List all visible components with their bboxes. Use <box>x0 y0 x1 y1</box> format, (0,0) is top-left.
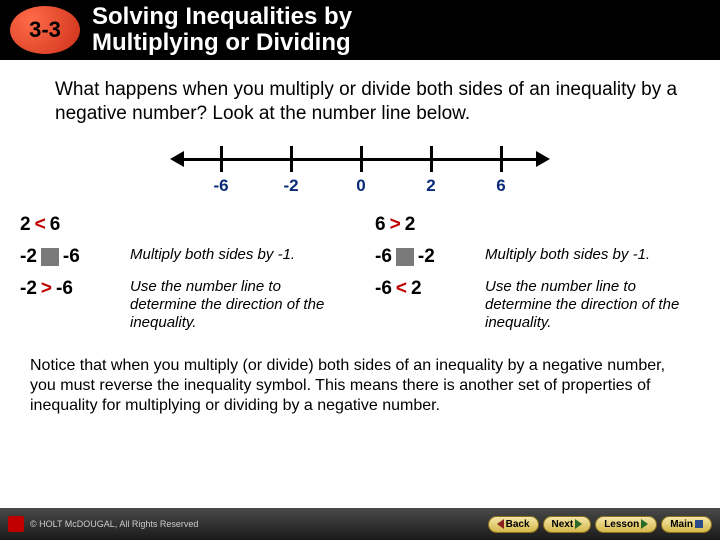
left-note-3: Use the number line to determine the dir… <box>130 278 345 332</box>
left-note-2: Multiply both sides by -1. <box>130 246 295 264</box>
nav-buttons: Back Next Lesson Main <box>488 516 712 533</box>
publisher-logo-icon <box>8 516 24 532</box>
left-column: 2<6 -2-6 Multiply both sides by -1. -2>-… <box>20 214 345 342</box>
triangle-right-icon <box>641 519 648 529</box>
right-column: 6>2 -6-2 Multiply both sides by -1. -6<2… <box>375 214 700 342</box>
copyright-text: © HOLT McDOUGAL, All Rights Reserved <box>30 519 198 529</box>
tick-label: 6 <box>496 176 505 196</box>
square-icon <box>695 520 703 528</box>
tick-label: 0 <box>356 176 365 196</box>
blank-box-icon <box>41 248 59 266</box>
left-ineq-2: -2-6 <box>20 246 130 268</box>
examples: 2<6 -2-6 Multiply both sides by -1. -2>-… <box>0 214 720 342</box>
blank-box-icon <box>396 248 414 266</box>
triangle-right-icon <box>575 519 582 529</box>
tick <box>360 146 363 172</box>
footer: © HOLT McDOUGAL, All Rights Reserved Bac… <box>0 508 720 540</box>
header: 3-3 Solving Inequalities by Multiplying … <box>0 0 720 60</box>
left-ineq-1: 2<6 <box>20 214 130 236</box>
right-ineq-3: -6<2 <box>375 278 485 300</box>
arrow-right-icon <box>536 151 550 167</box>
next-button[interactable]: Next <box>543 516 592 533</box>
tick <box>220 146 223 172</box>
tick <box>500 146 503 172</box>
title-line1: Solving Inequalities by <box>92 4 352 30</box>
intro-text: What happens when you multiply or divide… <box>55 78 680 126</box>
page-title: Solving Inequalities by Multiplying or D… <box>92 4 352 57</box>
notice-text: Notice that when you multiply (or divide… <box>30 356 690 416</box>
copyright: © HOLT McDOUGAL, All Rights Reserved <box>8 516 198 532</box>
tick-label: -2 <box>283 176 298 196</box>
lesson-badge: 3-3 <box>10 6 80 54</box>
number-line: -6 -2 0 2 6 <box>0 144 720 204</box>
right-note-3: Use the number line to determine the dir… <box>485 278 700 332</box>
triangle-left-icon <box>497 519 504 529</box>
right-note-2: Multiply both sides by -1. <box>485 246 650 264</box>
main-button[interactable]: Main <box>661 516 712 533</box>
right-ineq-1: 6>2 <box>375 214 485 236</box>
lesson-button[interactable]: Lesson <box>595 516 657 533</box>
right-ineq-2: -6-2 <box>375 246 485 268</box>
tick-label: -6 <box>213 176 228 196</box>
tick-label: 2 <box>426 176 435 196</box>
tick <box>430 146 433 172</box>
title-line2: Multiplying or Dividing <box>92 30 352 56</box>
left-ineq-3: -2>-6 <box>20 278 130 300</box>
back-button[interactable]: Back <box>488 516 539 533</box>
tick <box>290 146 293 172</box>
